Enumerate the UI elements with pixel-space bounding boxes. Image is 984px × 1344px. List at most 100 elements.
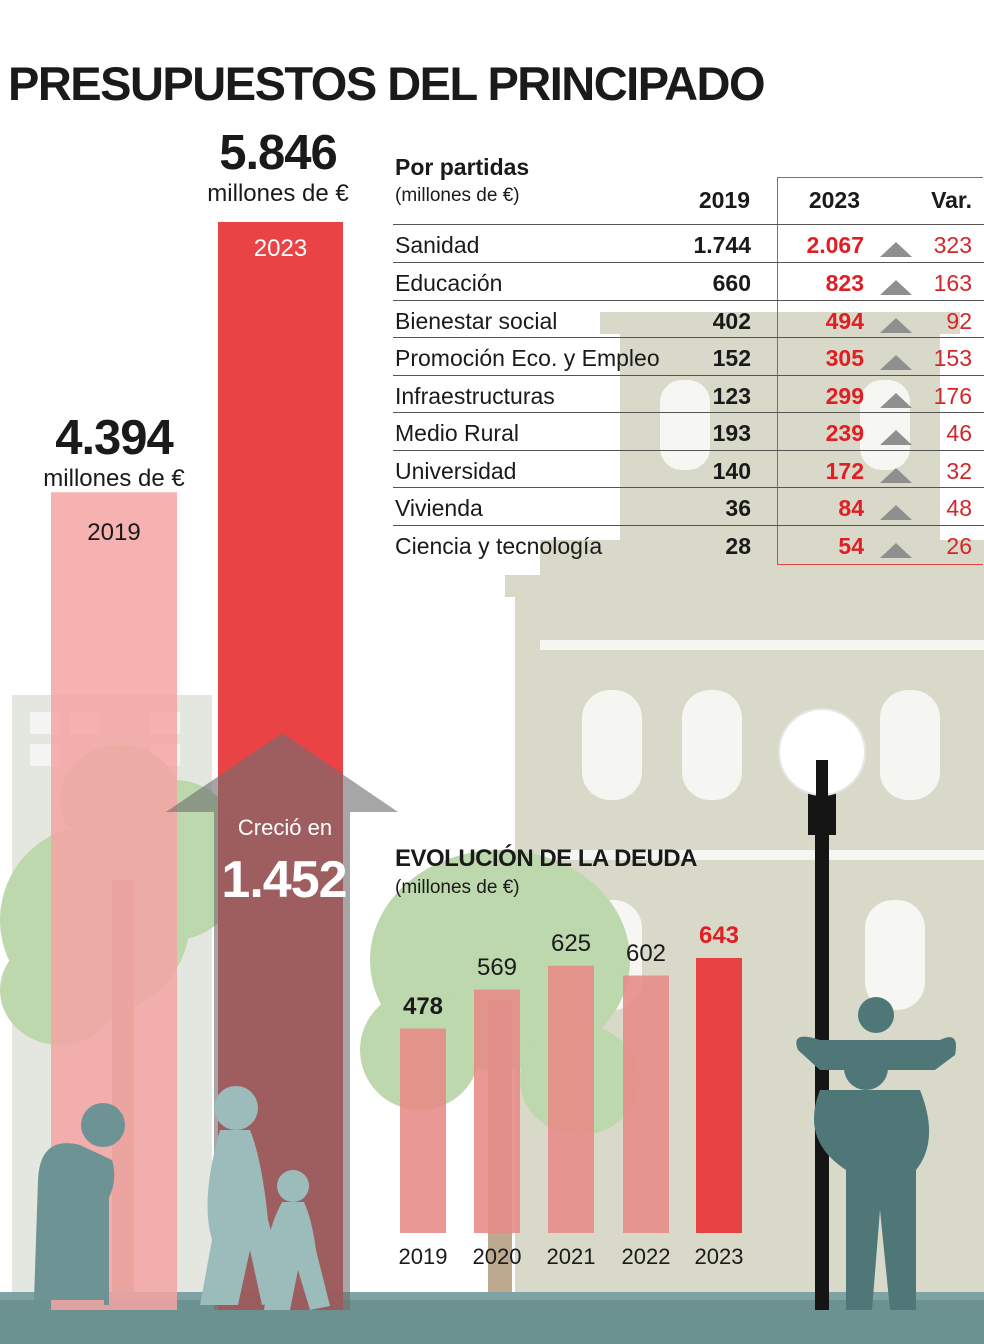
row-value-2023: 299 [825, 383, 864, 409]
highlight-2023-frame [777, 177, 983, 565]
row-category: Sanidad [395, 232, 480, 258]
row-value-2019: 140 [712, 458, 751, 484]
row-variation: 26 [946, 533, 972, 559]
debt-bar-2023 [696, 958, 742, 1233]
row-separator [393, 487, 984, 488]
row-variation: 92 [946, 308, 972, 334]
up-arrow-icon [879, 275, 913, 302]
table-row: Sanidad 1.744 2.067 323 [393, 227, 984, 264]
up-arrow-icon [879, 425, 913, 452]
debt-value-label: 569 [476, 953, 518, 981]
table-row: Bienestar social 402 494 92 [393, 303, 984, 340]
woman-figure [200, 1086, 290, 1305]
row-category: Universidad [395, 458, 517, 484]
row-value-2023: 84 [838, 495, 864, 521]
col-header-2019: 2019 [698, 187, 750, 213]
partidas-title: Por partidas [395, 154, 530, 180]
table-row: Educación 660 823 163 [393, 265, 984, 302]
row-category: Infraestructuras [395, 383, 555, 409]
debt-value-label: 602 [625, 939, 667, 967]
debt-unit: (millones de €) [395, 877, 520, 898]
row-category: Bienestar social [395, 308, 558, 334]
elderly-woman-figure [34, 1103, 125, 1305]
row-category: Vivienda [395, 495, 483, 521]
row-value-2023: 54 [838, 533, 864, 559]
row-separator [393, 412, 984, 413]
row-value-2023: 823 [825, 270, 864, 296]
row-value-2019: 152 [712, 345, 751, 371]
debt-year-label: 2020 [472, 1244, 522, 1269]
row-variation: 323 [933, 232, 972, 258]
col-header-2023: 2023 [808, 187, 860, 213]
row-variation: 46 [946, 420, 972, 446]
row-value-2019: 1.744 [693, 232, 751, 258]
row-separator [393, 337, 984, 338]
row-separator [393, 375, 984, 376]
up-arrow-icon [879, 500, 913, 527]
up-arrow-icon [879, 463, 913, 490]
total-2019-value: 4.394 [55, 411, 174, 465]
row-value-2019: 193 [712, 420, 751, 446]
row-value-2023: 2.067 [806, 232, 864, 258]
debt-title: EVOLUCIÓN DE LA DEUDA [395, 845, 697, 872]
debt-bar-2019 [400, 1028, 446, 1233]
growth-label: Creció en [237, 815, 333, 840]
debt-year-label: 2022 [621, 1244, 671, 1269]
debt-value-label: 478 [402, 992, 444, 1020]
row-category: Medio Rural [395, 420, 519, 446]
up-arrow-icon [879, 538, 913, 565]
row-separator [393, 300, 984, 301]
col-header-var: Var. [931, 187, 972, 213]
child-figure [264, 1170, 330, 1310]
total-2023-year: 2023 [253, 235, 308, 262]
debt-bar-2022 [623, 975, 669, 1233]
row-variation: 153 [933, 345, 972, 371]
row-variation: 176 [933, 383, 972, 409]
table-row: Vivienda 36 84 48 [393, 490, 984, 527]
row-variation: 48 [946, 495, 972, 521]
row-category: Educación [395, 270, 503, 296]
total-2019-unit: millones de € [43, 465, 185, 492]
streetlamp [778, 708, 866, 1310]
partidas-unit: (millones de €) [395, 185, 520, 206]
father-child-figure [796, 997, 956, 1310]
row-category: Promoción Eco. y Empleo [395, 345, 660, 371]
debt-bar-2020 [474, 989, 520, 1233]
total-2023-unit: millones de € [207, 180, 349, 207]
row-separator [393, 224, 984, 225]
main-title: PRESUPUESTOS DEL PRINCIPADO [8, 57, 766, 110]
row-value-2019: 36 [725, 495, 751, 521]
row-separator [393, 262, 984, 263]
debt-year-label: 2019 [398, 1244, 448, 1269]
total-2019-year: 2019 [87, 519, 141, 546]
row-variation: 163 [933, 270, 972, 296]
total-2023-value: 5.846 [219, 126, 338, 180]
growth-value: 1.452 [221, 851, 347, 909]
table-row: Medio Rural 193 239 46 [393, 415, 984, 452]
debt-value-label: 625 [550, 929, 592, 957]
row-value-2019: 402 [712, 308, 751, 334]
table-row: Universidad 140 172 32 [393, 453, 984, 490]
up-arrow-icon [879, 388, 913, 415]
row-value-2023: 239 [825, 420, 864, 446]
row-value-2023: 305 [825, 345, 864, 371]
debt-year-label: 2021 [546, 1244, 596, 1269]
row-value-2023: 494 [825, 308, 864, 334]
debt-year-label: 2023 [694, 1244, 744, 1269]
row-value-2019: 28 [725, 533, 751, 559]
table-row: Promoción Eco. y Empleo 152 305 153 [393, 340, 984, 377]
table-row: Ciencia y tecnología 28 54 26 [393, 528, 984, 565]
up-arrow-icon [879, 350, 913, 377]
row-value-2019: 123 [712, 383, 751, 409]
row-variation: 32 [946, 458, 972, 484]
table-row: Infraestructuras 123 299 176 [393, 378, 984, 415]
row-value-2023: 172 [825, 458, 864, 484]
row-value-2019: 660 [712, 270, 751, 296]
row-separator [393, 525, 984, 526]
up-arrow-icon [879, 313, 913, 340]
debt-bar-2021 [548, 965, 594, 1233]
up-arrow-icon [879, 237, 913, 264]
row-category: Ciencia y tecnología [395, 533, 603, 559]
